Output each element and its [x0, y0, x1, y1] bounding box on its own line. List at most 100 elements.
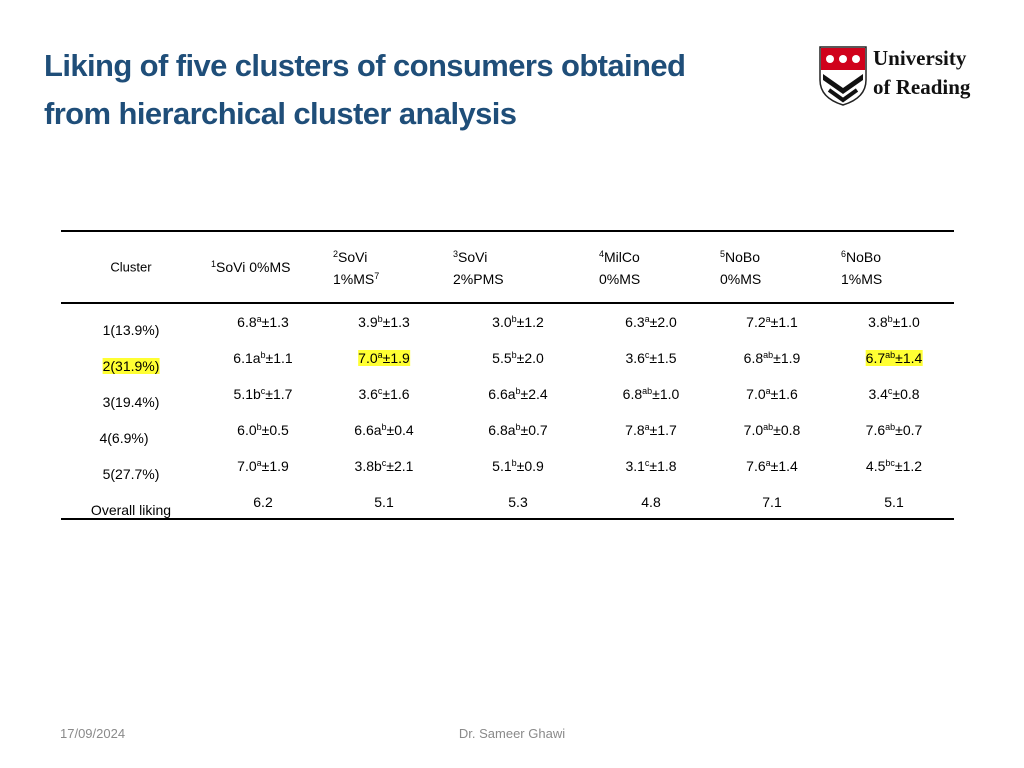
cell-value: 3.0b±1.2 [492, 314, 544, 330]
cell-value: 6.8ab±0.7 [488, 422, 547, 438]
cell-letter: ab [763, 350, 774, 360]
table-cell: 5.1 [884, 494, 903, 510]
cell-letter: b [515, 422, 521, 432]
cell-mean: 6.3 [625, 314, 645, 330]
table-cell: 6.6ab±0.4 [354, 422, 413, 438]
table-cell: 7.1 [762, 494, 781, 510]
table-cell: 5.1 [374, 494, 393, 510]
table-cell: 3.6c±1.6 [358, 386, 409, 402]
cell-mean: 3.4 [868, 386, 888, 402]
column-header: 2%PMS [453, 271, 504, 287]
cell-value: 7.0a±1.9 [358, 350, 410, 366]
table-cell: 5.1bc±1.7 [234, 386, 293, 402]
cell-mean: 3.6 [358, 386, 378, 402]
cell-value: 7.6a±1.4 [746, 458, 798, 474]
cell-sd: ±1.9 [773, 350, 801, 366]
cell-value: 6.6ab±0.4 [354, 422, 413, 438]
cell-mean: 7.0 [358, 350, 378, 366]
cell-sd: ±1.3 [261, 314, 289, 330]
cell-sd: ±1.8 [649, 458, 677, 474]
column-number: 5 [720, 249, 726, 259]
cell-value: 6.8ab±1.9 [744, 350, 801, 366]
cell-sd: ±1.7 [649, 422, 677, 438]
cell-value: 7.0a±1.6 [746, 386, 798, 402]
cell-sd: ±2.1 [386, 458, 414, 474]
column-header: 4MilCo [599, 249, 640, 265]
cell-mean: 7.0 [743, 422, 764, 438]
row-label: 5(27.7%) [103, 466, 160, 482]
cell-letter: b [515, 386, 521, 396]
table-cell: 6.7ab±1.4 [865, 350, 923, 366]
footer-date: 17/09/2024 [60, 726, 126, 741]
column-name: 0%MS [599, 271, 641, 287]
cell-letter: a [644, 422, 650, 432]
cell-sd: ±1.1 [265, 350, 293, 366]
table-cell: 3.0b±1.2 [492, 314, 544, 330]
column-name: SoVi [338, 249, 368, 265]
cell-value: 3.4c±0.8 [868, 386, 919, 402]
table-cell: 6.1ab±1.1 [233, 350, 292, 366]
cell-mean: 3.0 [492, 314, 512, 330]
column-header: 3SoVi [453, 249, 487, 265]
cell-value: 3.1c±1.8 [625, 458, 676, 474]
column-header: 2SoVi [333, 249, 367, 265]
cell-letter: a [377, 350, 383, 360]
cell-value: 5.1b±0.9 [492, 458, 544, 474]
cell-value: 6.0b±0.5 [237, 422, 289, 438]
column-header: 1%MS7 [333, 271, 379, 287]
cell-sd: ±0.9 [516, 458, 544, 474]
cell-letter: a [256, 314, 262, 324]
cell-value: 3.6c±1.5 [625, 350, 676, 366]
cell-letter: c [644, 458, 650, 468]
cell-mean: 5.1 [492, 458, 512, 474]
cell-value: 7.8a±1.7 [625, 422, 677, 438]
row-label: 3(19.4%) [103, 394, 160, 410]
cell-letter: c [887, 386, 893, 396]
cell-sd: ±1.9 [382, 350, 410, 366]
cell-sd: ±2.0 [649, 314, 677, 330]
cell-letter: b [511, 350, 517, 360]
table-cell: 5.5b±2.0 [492, 350, 544, 366]
cell-value: 6.7ab±1.4 [865, 350, 923, 366]
cell-mean: 7.0 [237, 458, 257, 474]
table-cell: 7.0a±1.9 [358, 350, 410, 366]
cell-sd: ±2.4 [520, 386, 548, 402]
cell-mean: 7.0 [746, 386, 766, 402]
table-cell: 5.1b±0.9 [492, 458, 544, 474]
row-label-text: 4(6.9%) [99, 430, 149, 446]
table-cell: 6.8a±1.3 [237, 314, 289, 330]
row-label: Overall liking [91, 502, 171, 518]
slide-title: Liking of five clusters of consumers obt… [44, 48, 686, 83]
cell-value: 7.0a±1.9 [237, 458, 289, 474]
cell-sd: ±1.0 [892, 314, 920, 330]
cell-value: 5.3 [508, 494, 528, 510]
cell-value: 7.6ab±0.7 [866, 422, 923, 438]
cell-letter: ab [763, 422, 774, 432]
table-rule [61, 518, 954, 520]
column-name: SoVi 0%MS [216, 259, 291, 275]
table-rule [61, 230, 954, 232]
table-cell: 7.0ab±0.8 [744, 422, 801, 438]
cell-sd: ±1.6 [382, 386, 410, 402]
column-number: 3 [453, 249, 459, 259]
cell-mean: 4.5 [865, 458, 886, 474]
cell-sd: ±1.9 [261, 458, 289, 474]
cell-letter: bc [885, 458, 895, 468]
table-rule [61, 302, 954, 304]
column-name: 2%PMS [453, 271, 504, 287]
row-label-text: 1(13.9%) [102, 322, 160, 338]
cell-letter: b [511, 458, 517, 468]
cell-sd: ±1.2 [894, 458, 923, 474]
cell-value: 5.5b±2.0 [492, 350, 544, 366]
cell-mean: 6.8 [622, 386, 643, 402]
logo-text: of Reading [873, 75, 971, 99]
cell-letter: a [765, 314, 771, 324]
column-header: 5NoBo [720, 249, 760, 265]
cell-sd: ±0.4 [386, 422, 414, 438]
cell-sd: ±1.1 [770, 314, 798, 330]
cell-letter: a [765, 386, 771, 396]
logo-shield [819, 46, 867, 106]
column-header: Cluster [110, 259, 152, 275]
cell-letter: ab [885, 350, 896, 360]
table-cell: 5.3 [508, 494, 527, 510]
